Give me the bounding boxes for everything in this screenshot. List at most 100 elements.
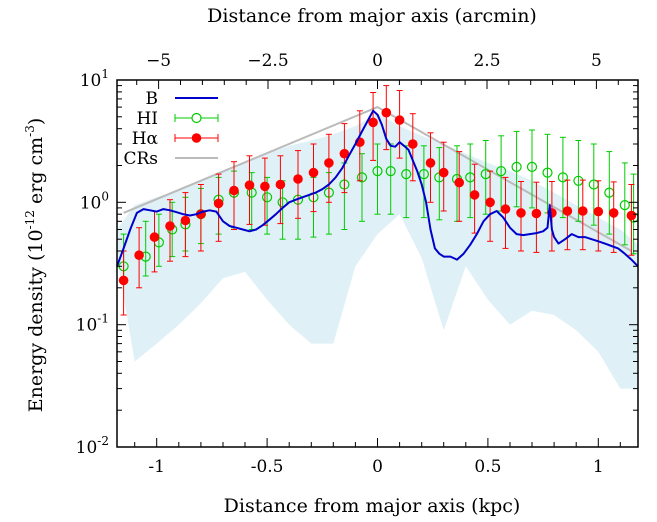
y-tick-label: 10-1 <box>76 312 109 336</box>
halpha-point <box>213 173 224 242</box>
halpha-marker <box>118 275 129 286</box>
halpha-point <box>229 161 239 230</box>
halpha-marker <box>608 208 619 218</box>
halpha-point <box>425 132 436 203</box>
halpha-marker <box>454 177 465 188</box>
hi-point <box>573 140 584 222</box>
x2-tick-label: −5 <box>146 51 171 71</box>
halpha-point <box>134 227 144 289</box>
halpha-marker <box>165 221 175 231</box>
halpha-point <box>324 133 334 203</box>
legend-label-b: B <box>146 89 159 109</box>
y-axis-title-prefix: Energy density (10 <box>25 229 47 412</box>
hi-marker <box>372 166 383 177</box>
hi-marker <box>557 172 569 183</box>
hi-marker <box>511 161 522 172</box>
hi-point <box>619 162 630 246</box>
halpha-marker <box>485 197 495 208</box>
b-line <box>116 109 639 268</box>
x2-axis-title: Distance from major axis (arcmin) <box>207 5 537 27</box>
halpha-point <box>339 123 350 194</box>
halpha-marker <box>562 206 573 216</box>
y-axis-title-suffix: ) <box>25 118 47 125</box>
legend-label-halpha: Hα <box>132 129 159 149</box>
x-axis-title: Distance from major axis (kpc) <box>224 495 521 517</box>
x2-tick-label: 0 <box>372 51 383 71</box>
y-tick-labels: 10-2 10-1 100 101 <box>76 67 109 458</box>
x-tick-label: 0.5 <box>474 457 501 477</box>
hi-marker <box>418 169 429 180</box>
halpha-marker <box>500 204 511 214</box>
halpha-marker <box>516 208 526 218</box>
legend-label-crs: CRs <box>123 149 158 169</box>
series-crs <box>123 106 632 252</box>
halpha-point <box>531 181 542 253</box>
halpha-point <box>293 150 303 219</box>
hi-marker <box>356 172 368 183</box>
hi-marker <box>496 166 507 177</box>
hi-marker <box>526 161 538 172</box>
halpha-marker <box>469 190 480 200</box>
halpha-point <box>368 92 378 161</box>
halpha-marker <box>368 117 378 128</box>
halpha-marker <box>134 250 144 260</box>
halpha-marker <box>244 180 255 190</box>
halpha-marker <box>381 107 392 118</box>
hi-point <box>372 143 383 215</box>
legend-swatch-hi <box>174 112 219 124</box>
hi-point <box>511 130 522 208</box>
series-b <box>116 109 639 268</box>
hi-point <box>542 133 553 214</box>
x2-tick-label: −2.5 <box>247 51 288 71</box>
halpha-marker <box>339 148 350 159</box>
hi-marker <box>401 169 412 180</box>
legend-label-hi: HI <box>136 109 158 129</box>
halpha-marker <box>578 206 588 216</box>
halpha-marker <box>308 167 319 178</box>
halpha-marker <box>425 158 436 168</box>
y-axis-title-exp2: -3 <box>23 125 37 137</box>
hi-point <box>557 136 569 219</box>
halpha-point <box>626 184 637 256</box>
halpha-point <box>608 181 619 253</box>
hi-marker <box>619 200 630 211</box>
halpha-marker <box>324 158 334 168</box>
halpha-point <box>355 110 365 182</box>
halpha-marker <box>531 208 542 219</box>
x2-tick-label: 2.5 <box>473 51 500 71</box>
halpha-point <box>244 155 255 225</box>
x2-tick-label: 5 <box>591 51 602 71</box>
halpha-marker <box>394 115 405 125</box>
halpha-point <box>180 192 191 258</box>
x-tick-labels: -1 -0.5 0 0.5 1 <box>148 457 603 477</box>
halpha-point <box>469 163 480 234</box>
y-axis-title-mid: erg cm <box>25 137 47 210</box>
y-axis-title: Energy density (10-12 erg cm-3) <box>23 118 47 413</box>
halpha-point <box>438 141 449 212</box>
halpha-marker <box>180 215 191 226</box>
x-tick-label: 0 <box>372 457 383 477</box>
axis-ticks <box>117 79 638 448</box>
y-tick-label: 100 <box>80 189 109 213</box>
hi-marker <box>262 192 273 203</box>
crs-line <box>123 106 632 252</box>
y-tick-label: 101 <box>80 67 109 91</box>
halpha-marker <box>149 232 160 242</box>
halpha-point <box>308 143 319 213</box>
halpha-point <box>408 113 418 182</box>
halpha-marker <box>408 139 418 149</box>
x-tick-label: -0.5 <box>251 457 284 477</box>
halpha-marker <box>260 181 270 192</box>
x-tick-label: -1 <box>148 457 165 477</box>
hi-marker <box>385 166 396 177</box>
hi-marker <box>542 167 553 178</box>
legend: B HI Hα CRs <box>123 89 219 169</box>
halpha-point <box>516 181 526 252</box>
hi-point <box>526 129 538 209</box>
y-tick-label: 10-2 <box>76 434 109 458</box>
hi-point <box>418 145 429 219</box>
halpha-marker <box>293 174 303 184</box>
halpha-point <box>275 155 286 225</box>
hi-point <box>604 151 615 235</box>
